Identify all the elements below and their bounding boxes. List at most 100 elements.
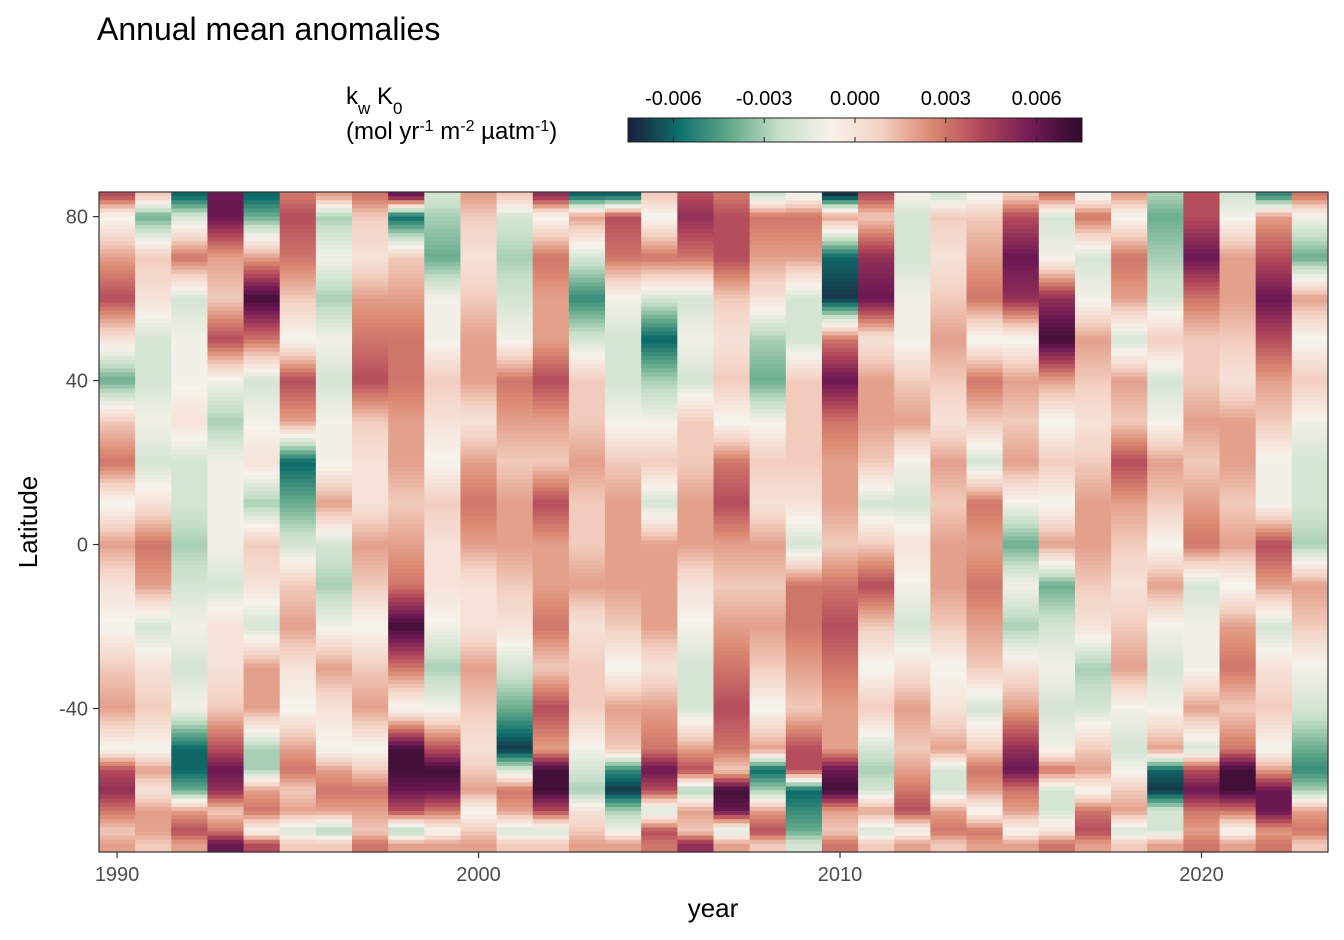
heatmap-cell	[966, 540, 1004, 546]
heatmap-cell	[460, 528, 498, 533]
heatmap-cell	[315, 647, 353, 652]
heatmap-cell	[713, 847, 751, 853]
heatmap-cell	[496, 364, 534, 369]
heatmap-cell	[279, 601, 317, 607]
heatmap-cell	[207, 278, 245, 283]
heatmap-cell	[713, 630, 751, 636]
heatmap-cell	[1038, 364, 1076, 369]
heatmap-cell	[279, 823, 317, 828]
heatmap-cell	[171, 442, 209, 447]
heatmap-cell	[966, 782, 1004, 788]
heatmap-cell	[677, 749, 715, 755]
heatmap-cell	[568, 507, 606, 513]
heatmap-cell	[99, 417, 136, 423]
heatmap-cell	[641, 323, 678, 328]
heatmap-cell	[568, 577, 606, 583]
heatmap-cell	[858, 302, 895, 308]
heatmap-cell	[749, 273, 787, 279]
heatmap-cell	[207, 708, 245, 714]
heatmap-cell	[1111, 786, 1148, 792]
heatmap-cell	[1147, 290, 1185, 296]
heatmap-cell	[1074, 729, 1112, 734]
heatmap-cell	[496, 495, 534, 501]
heatmap-cell	[568, 212, 606, 218]
heatmap-cell	[749, 700, 787, 706]
heatmap-cell	[1147, 192, 1185, 197]
heatmap-cell	[243, 503, 281, 509]
heatmap-cell	[532, 786, 570, 792]
heatmap-cell	[388, 642, 425, 648]
heatmap-cell	[1147, 466, 1185, 472]
heatmap-cell	[315, 708, 353, 714]
heatmap-cell	[532, 622, 570, 628]
heatmap-cell	[496, 724, 534, 730]
heatmap-cell	[171, 278, 209, 283]
heatmap-cell	[1147, 204, 1185, 209]
heatmap-cell	[568, 757, 606, 763]
heatmap-cell	[858, 331, 895, 337]
heatmap-cell	[1183, 224, 1221, 230]
heatmap-cell	[243, 765, 281, 771]
heatmap-cell	[1183, 712, 1221, 718]
heatmap-cell	[677, 794, 715, 800]
heatmap-cell	[749, 286, 787, 291]
heatmap-cell	[677, 638, 715, 644]
heatmap-cell	[894, 712, 931, 718]
heatmap-cell	[605, 478, 642, 484]
heatmap-cell	[532, 663, 570, 669]
heatmap-cell	[279, 712, 317, 718]
heatmap-cell	[749, 696, 787, 701]
heatmap-cell	[605, 724, 642, 730]
heatmap-cell	[496, 671, 534, 677]
heatmap-cell	[496, 827, 534, 833]
heatmap-cell	[568, 413, 606, 419]
heatmap-cell	[315, 212, 353, 218]
heatmap-cell	[749, 593, 787, 599]
heatmap-cell	[99, 429, 136, 435]
heatmap-cell	[99, 273, 136, 279]
heatmap-cell	[713, 249, 751, 255]
heatmap-cell	[858, 425, 895, 431]
heatmap-cell	[171, 388, 209, 394]
heatmap-cell	[424, 466, 462, 472]
heatmap-cell	[894, 437, 931, 443]
heatmap-cell	[388, 269, 425, 275]
heatmap-cell	[605, 376, 642, 382]
heatmap-cell	[966, 261, 1004, 267]
heatmap-cell	[568, 458, 606, 464]
heatmap-cell	[424, 241, 462, 246]
heatmap-cell	[99, 630, 136, 636]
heatmap-cell	[388, 683, 425, 689]
heatmap-cell	[424, 269, 462, 275]
heatmap-cell	[641, 675, 678, 681]
heatmap-cell	[99, 433, 136, 439]
heatmap-cell	[135, 786, 172, 792]
heatmap-cell	[279, 671, 317, 677]
heatmap-cell	[1111, 261, 1148, 267]
heatmap-cell	[135, 286, 172, 291]
heatmap-cell	[1038, 265, 1076, 271]
heatmap-cell	[532, 544, 570, 550]
heatmap-cell	[1183, 368, 1221, 373]
heatmap-cell	[207, 802, 245, 808]
heatmap-cell	[352, 655, 389, 660]
heatmap-cell	[605, 253, 642, 259]
heatmap-cell	[1002, 552, 1040, 558]
heatmap-cell	[135, 241, 172, 246]
heatmap-cell	[677, 667, 715, 673]
heatmap-cell	[858, 495, 895, 501]
heatmap-cell	[1183, 286, 1221, 291]
heatmap-cell	[532, 839, 570, 845]
heatmap-cell	[99, 712, 136, 718]
heatmap-cell	[966, 827, 1004, 833]
heatmap-cell	[1002, 667, 1040, 673]
heatmap-cell	[605, 454, 642, 460]
heatmap-cell	[243, 384, 281, 390]
heatmap-cell	[171, 540, 209, 546]
heatmap-cell	[135, 806, 172, 812]
heatmap-cell	[930, 437, 968, 443]
heatmap-cell	[207, 310, 245, 316]
heatmap-cell	[279, 253, 317, 259]
colorbar-tick-label: 0.000	[830, 88, 880, 110]
heatmap-cell	[460, 306, 498, 312]
